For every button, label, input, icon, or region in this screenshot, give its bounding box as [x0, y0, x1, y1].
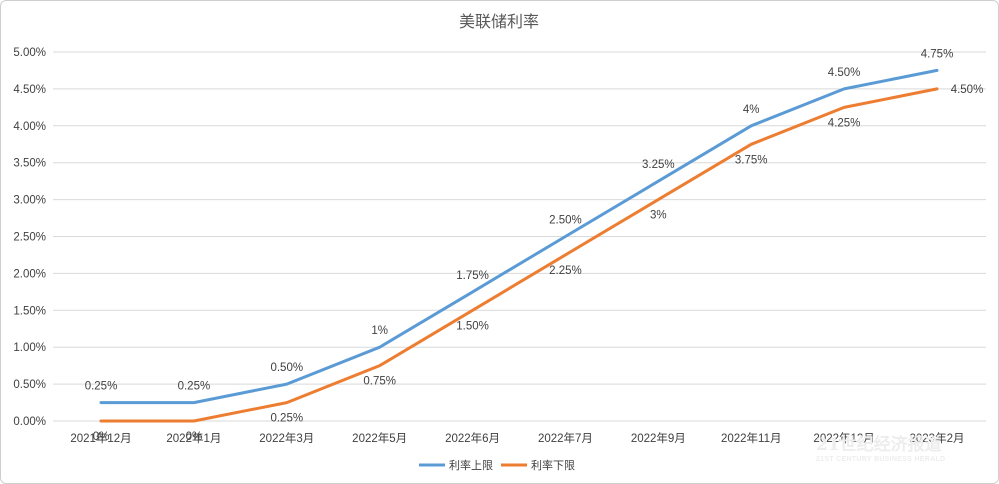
- data-label: 4.75%: [921, 48, 954, 60]
- data-label: 0.25%: [178, 381, 211, 393]
- y-tick-label: 0.50%: [13, 379, 46, 391]
- data-label: 4.50%: [951, 84, 984, 96]
- watermark-main: 21世纪经济报道: [816, 434, 942, 455]
- x-tick-label: 2022年11月: [721, 431, 782, 445]
- data-label: 0.25%: [270, 413, 303, 425]
- series-line-upper: [99, 68, 939, 405]
- data-label: 3.75%: [735, 154, 768, 166]
- x-tick-label: 2022年7月: [538, 431, 593, 445]
- data-label: 1.50%: [456, 320, 489, 332]
- y-tick-label: 3.00%: [13, 195, 46, 207]
- x-tick-label: 2022年12月: [813, 431, 874, 445]
- chart-title: 美联储利率: [459, 13, 539, 31]
- x-tick-label: 2022年3月: [259, 431, 314, 445]
- x-tick-label: 2021年12月: [70, 431, 131, 445]
- x-tick-label: 2022年5月: [352, 431, 407, 445]
- data-label: 4.25%: [828, 117, 861, 129]
- x-axis-ticks: 2021年12月 2022年1月 2022年3月 2022年5月 2022年6月 2022…: [70, 431, 964, 445]
- data-label: 0%: [186, 431, 203, 443]
- x-tick-label: 2022年6月: [445, 431, 500, 445]
- data-label: 4.50%: [828, 67, 861, 79]
- data-label: 0.50%: [270, 362, 303, 374]
- data-label: 0%: [93, 431, 110, 443]
- watermark-sub: 21ST CENTURY BUSINESS HERALD: [816, 456, 945, 463]
- legend: 利率上限 利率下限: [419, 458, 575, 472]
- x-tick-label: 2023年2月: [910, 431, 965, 445]
- legend-label: 利率上限: [449, 458, 493, 472]
- x-tick-label: 2022年9月: [631, 431, 686, 445]
- series-lines: [99, 68, 939, 423]
- data-label: 3.25%: [642, 159, 675, 171]
- y-tick-label: 3.50%: [13, 158, 46, 170]
- data-label: 0.75%: [363, 376, 396, 388]
- data-label: 1.75%: [456, 270, 489, 282]
- data-label: 1%: [371, 325, 388, 337]
- series-line-lower: [99, 87, 939, 423]
- legend-label: 利率下限: [531, 458, 575, 472]
- grid-lines: [53, 51, 986, 422]
- data-label: 0.25%: [85, 381, 118, 393]
- y-tick-label: 2.50%: [13, 232, 46, 244]
- data-label: 4%: [743, 104, 760, 116]
- y-tick-label: 0.00%: [13, 416, 46, 428]
- y-tick-label: 4.50%: [13, 84, 46, 96]
- x-tick-label: 2022年1月: [166, 431, 221, 445]
- data-label: 3%: [650, 210, 667, 222]
- y-tick-label: 1.50%: [13, 305, 46, 317]
- y-tick-label: 2.00%: [13, 268, 46, 280]
- y-tick-label: 5.00%: [13, 47, 46, 59]
- data-label: 2.25%: [549, 265, 582, 277]
- y-axis-ticks: 0.00% 0.50% 1.00% 1.50% 2.00% 2.50% 3.00% 3.50%…: [13, 47, 46, 428]
- data-label: 2.50%: [549, 215, 582, 227]
- y-tick-label: 4.00%: [13, 121, 46, 133]
- data-labels: 0.25% 0.25% 0.50% 1% 1.75% 2.50% 3.25% 4% 4.50% 4…: [85, 48, 984, 443]
- watermark-logo: 21世纪经济报道 21ST CENTURY BUSINESS HERALD: [816, 434, 945, 463]
- y-tick-label: 1.00%: [13, 342, 46, 354]
